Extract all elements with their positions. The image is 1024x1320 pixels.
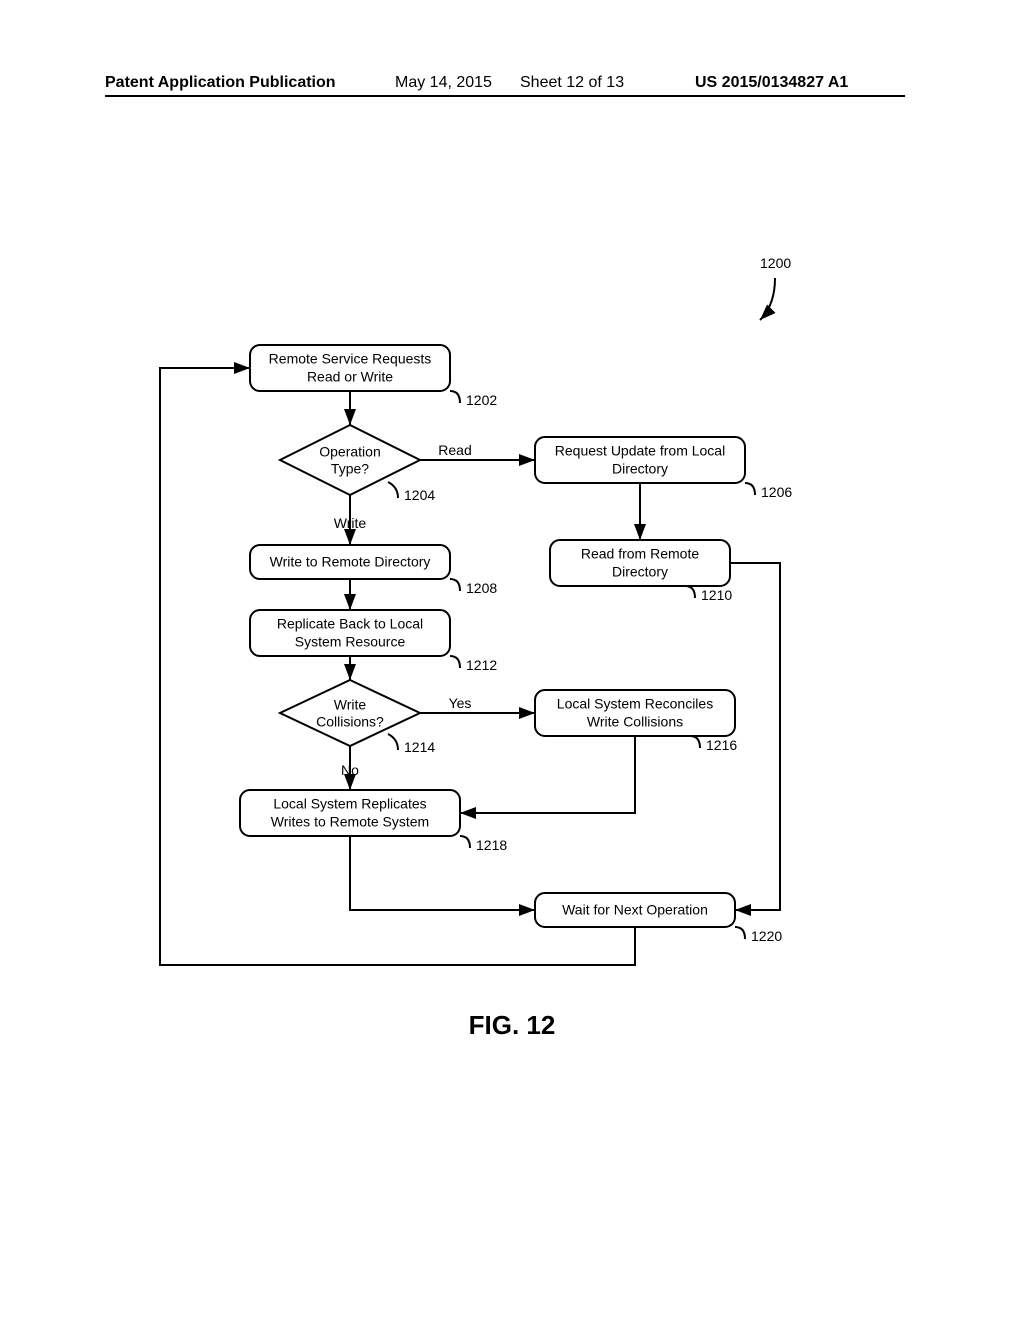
ref-1218: 1218 — [476, 837, 507, 853]
ref-1204-hook — [388, 482, 398, 498]
ref-1202: 1202 — [466, 392, 497, 408]
node-1206-text1: Request Update from Local — [555, 443, 725, 459]
node-1216-text1: Local System Reconciles — [557, 696, 713, 712]
ref-1220-hook — [735, 927, 745, 939]
ref-1218-hook — [460, 836, 470, 848]
node-1202-text1: Remote Service Requests — [269, 351, 432, 367]
node-1210-text1: Read from Remote — [581, 546, 699, 562]
ref-1202-hook — [450, 391, 460, 403]
edge-write-label: Write — [334, 515, 367, 531]
node-1216-text2: Write Collisions — [587, 714, 683, 730]
ref-1210-hook — [685, 586, 695, 598]
flowchart: 1200 Remote Service Requests Read or Wri… — [120, 250, 900, 1000]
ref-1204: 1204 — [404, 487, 435, 503]
node-1206-text2: Directory — [612, 461, 668, 477]
node-1218-text2: Writes to Remote System — [271, 814, 429, 830]
ref-1212: 1212 — [466, 657, 497, 673]
node-1208-text1: Write to Remote Directory — [270, 554, 431, 570]
node-1202-text2: Read or Write — [307, 369, 393, 385]
edge-read-label: Read — [438, 442, 471, 458]
header-sheet: Sheet 12 of 13 — [520, 74, 624, 92]
header-rule — [105, 95, 905, 97]
ref-1214: 1214 — [404, 739, 435, 755]
ref-1212-hook — [450, 656, 460, 668]
ref-1214-hook — [388, 734, 398, 750]
ref-1210: 1210 — [701, 587, 732, 603]
header-date: May 14, 2015 — [395, 74, 492, 92]
node-1204-text1: Operation — [319, 444, 380, 460]
node-1212-text2: System Resource — [295, 634, 406, 650]
edge-no-label: No — [341, 762, 359, 778]
edge-yes-label: Yes — [449, 695, 472, 711]
ref-1206-hook — [745, 483, 755, 495]
ref-1220: 1220 — [751, 928, 782, 944]
ref-1216-hook — [690, 736, 700, 748]
node-1214-text1: Write — [334, 697, 367, 713]
node-1204-text2: Type? — [331, 461, 369, 477]
edge-1218-1220 — [350, 836, 535, 910]
node-1220-text1: Wait for Next Operation — [562, 902, 708, 918]
edge-1216-1218 — [460, 736, 635, 813]
ref-1206: 1206 — [761, 484, 792, 500]
header-pub-type: Patent Application Publication — [105, 74, 336, 92]
node-1210-text2: Directory — [612, 564, 668, 580]
node-1212-text1: Replicate Back to Local — [277, 616, 423, 632]
ref-1208: 1208 — [466, 580, 497, 596]
node-1218-text1: Local System Replicates — [273, 796, 426, 812]
edge-1210-1220 — [730, 563, 780, 910]
ref-1208-hook — [450, 579, 460, 591]
figure-label: FIG. 12 — [0, 1010, 1024, 1041]
header-pub-num: US 2015/0134827 A1 — [695, 74, 848, 92]
ref-1200: 1200 — [760, 255, 791, 271]
ref-1200-pointer — [760, 278, 775, 320]
node-1214-text2: Collisions? — [316, 714, 384, 730]
ref-1216: 1216 — [706, 737, 737, 753]
